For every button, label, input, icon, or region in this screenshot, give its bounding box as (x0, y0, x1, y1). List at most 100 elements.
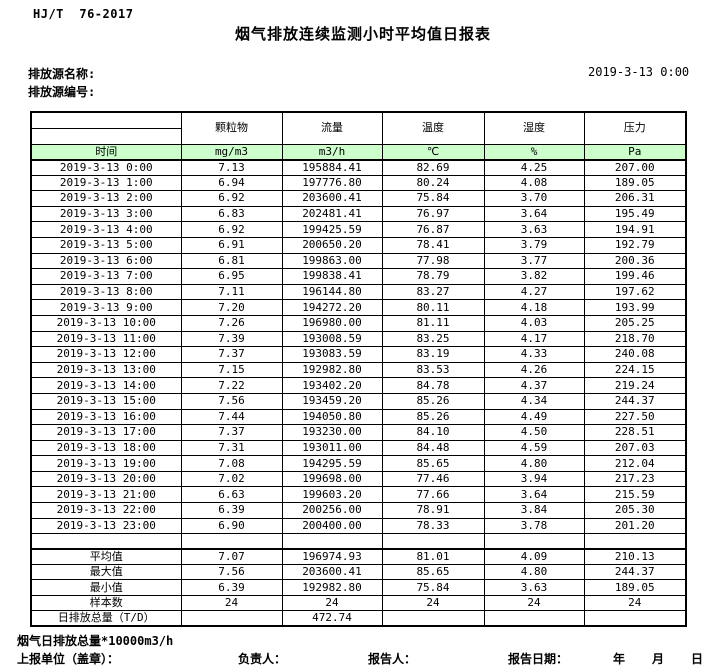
value-cell: 199863.00 (281, 252, 383, 270)
value-cell: 4.59 (483, 439, 585, 457)
value-cell: 196974.93 (281, 548, 383, 565)
value-cell: 83.53 (381, 361, 485, 379)
spacer-cell (30, 533, 182, 550)
table-row: 2019-3-13 15:00 7.56 193459.20 85.26 4.34 244… (30, 392, 687, 410)
spacer-row (30, 533, 687, 550)
value-cell: 7.20 (180, 299, 283, 316)
value-cell: 4.80 (483, 563, 585, 581)
value-cell: 193.99 (583, 299, 687, 316)
value-cell: 4.34 (483, 392, 585, 410)
value-cell: 194295.59 (281, 455, 383, 472)
table-row: 2019-3-13 2:00 6.92 203600.41 75.84 3.70 206.… (30, 190, 687, 207)
source-id-label: 排放源编号: (28, 85, 96, 99)
time-cell: 2019-3-13 9:00 (30, 299, 182, 316)
time-cell: 2019-3-13 23:00 (30, 517, 182, 535)
report-date-label: 报告日期： (508, 652, 569, 666)
value-cell: 203600.41 (281, 190, 383, 207)
value-cell: 6.81 (180, 252, 283, 270)
table-row: 2019-3-13 18:00 7.31 193011.00 84.48 4.59 207… (30, 439, 687, 457)
value-cell: 7.56 (180, 392, 283, 410)
value-cell: 244.37 (583, 563, 687, 581)
table-row: 2019-3-13 4:00 6.92 199425.59 76.87 3.63 194.… (30, 221, 687, 238)
value-cell: 228.51 (583, 424, 687, 441)
summary-label-cell: 平均值 (30, 548, 182, 565)
value-cell: 7.22 (180, 377, 283, 394)
value-cell: 4.17 (483, 330, 585, 348)
value-cell: 6.95 (180, 268, 283, 285)
value-cell: 224.15 (583, 361, 687, 379)
time-cell: 2019-3-13 2:00 (30, 190, 182, 207)
value-cell: 4.50 (483, 424, 585, 441)
spacer-cell (180, 533, 283, 550)
table-row: 2019-3-13 16:00 7.44 194050.80 85.26 4.49 227… (30, 408, 687, 426)
value-cell (583, 610, 687, 627)
unit-row: 时间 mg/m3 m3/h ℃ % Pa (30, 143, 687, 161)
value-cell: 197.62 (583, 283, 687, 301)
value-cell: 240.08 (583, 346, 687, 363)
value-cell: 193008.59 (281, 330, 383, 348)
time-cell: 2019-3-13 6:00 (30, 252, 182, 270)
value-cell: 194050.80 (281, 408, 383, 426)
header-row-top: 颗粒物 流量 温度 湿度 压力 (30, 111, 687, 145)
value-cell: 210.13 (583, 548, 687, 565)
value-cell: 217.23 (583, 470, 687, 488)
col-header-pressure: 压力 (583, 111, 687, 145)
header-corner-top-cell (30, 111, 182, 129)
value-cell: 201.20 (583, 517, 687, 535)
value-cell: 205.30 (583, 502, 687, 519)
value-cell: 6.83 (180, 205, 283, 223)
value-cell: 215.59 (583, 486, 687, 504)
value-cell: 84.10 (381, 424, 485, 441)
time-cell: 2019-3-13 5:00 (30, 236, 182, 254)
value-cell: 207.03 (583, 439, 687, 457)
value-cell: 3.70 (483, 190, 585, 207)
unit-pressure: Pa (583, 143, 687, 161)
time-cell: 2019-3-13 22:00 (30, 502, 182, 519)
table-row: 2019-3-13 12:00 7.37 193083.59 83.19 4.33 240… (30, 346, 687, 363)
value-cell: 199.46 (583, 268, 687, 285)
table-row: 2019-3-13 21:00 6.63 199603.20 77.66 3.64 215… (30, 486, 687, 504)
time-cell: 2019-3-13 20:00 (30, 470, 182, 488)
value-cell: 7.02 (180, 470, 283, 488)
table-row: 2019-3-13 7:00 6.95 199838.41 78.79 3.82 199.… (30, 268, 687, 285)
value-cell: 4.37 (483, 377, 585, 394)
value-cell: 212.04 (583, 455, 687, 472)
time-cell: 2019-3-13 16:00 (30, 408, 182, 426)
time-cell: 2019-3-13 14:00 (30, 377, 182, 394)
value-cell: 80.24 (381, 174, 485, 192)
value-cell: 6.94 (180, 174, 283, 192)
summary-label-cell: 样本数 (30, 594, 182, 612)
value-cell: 4.33 (483, 346, 585, 363)
value-cell: 82.69 (381, 159, 485, 176)
value-cell: 3.64 (483, 205, 585, 223)
value-cell: 85.65 (381, 455, 485, 472)
value-cell: 472.74 (281, 610, 383, 627)
time-cell: 2019-3-13 13:00 (30, 361, 182, 379)
value-cell: 7.31 (180, 439, 283, 457)
value-cell: 189.05 (583, 579, 687, 596)
value-cell: 24 (583, 594, 687, 612)
unit-flow: m3/h (281, 143, 383, 161)
value-cell: 193230.00 (281, 424, 383, 441)
value-cell: 24 (180, 594, 283, 612)
value-cell: 3.64 (483, 486, 585, 504)
value-cell: 3.63 (483, 221, 585, 238)
value-cell: 77.98 (381, 252, 485, 270)
value-cell: 195.49 (583, 205, 687, 223)
value-cell: 4.18 (483, 299, 585, 316)
value-cell: 196144.80 (281, 283, 383, 301)
time-cell: 2019-3-13 3:00 (30, 205, 182, 223)
value-cell: 3.79 (483, 236, 585, 254)
time-cell: 2019-3-13 0:00 (30, 159, 182, 176)
responsible-person-label: 负责人： (238, 652, 287, 666)
time-cell: 2019-3-13 10:00 (30, 314, 182, 332)
table-row: 2019-3-13 0:00 7.13 195884.41 82.69 4.25 207.… (30, 159, 687, 176)
value-cell: 189.05 (583, 174, 687, 192)
day-label: 日 (691, 652, 704, 666)
value-cell: 199603.20 (281, 486, 383, 504)
table-row: 2019-3-13 3:00 6.83 202481.41 76.97 3.64 195.… (30, 205, 687, 223)
unit-particulate: mg/m3 (180, 143, 283, 161)
value-cell: 6.39 (180, 502, 283, 519)
value-cell: 196980.00 (281, 314, 383, 332)
